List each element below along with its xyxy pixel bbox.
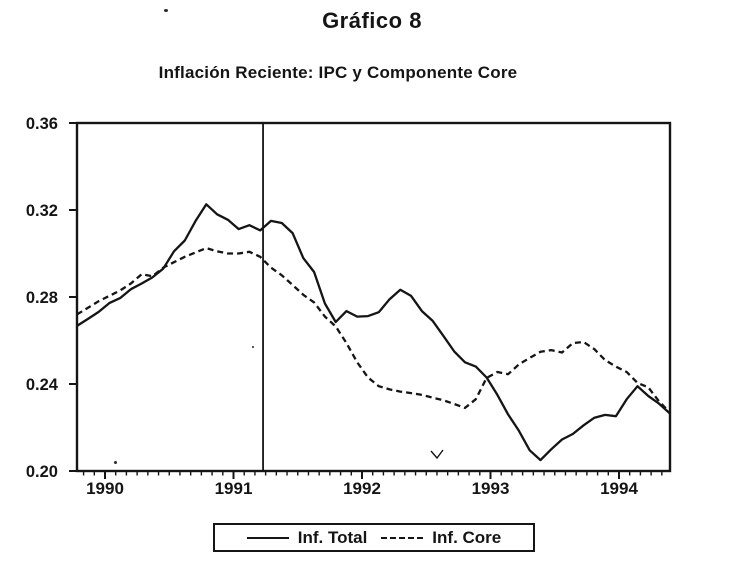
x-tick-label: 1994 — [600, 479, 638, 498]
y-tick-label: 0.28 — [26, 289, 58, 307]
chart-subtitle: Inflación Reciente: IPC y Componente Cor… — [158, 63, 518, 82]
legend-item-inf-total: Inf. Total — [246, 527, 368, 548]
plot-frame — [75, 121, 672, 473]
y-tick-label: 0.32 — [26, 202, 58, 220]
scan-speck — [252, 346, 254, 348]
scan-artifact-v — [430, 449, 444, 460]
dashed-line-swatch — [381, 536, 424, 539]
y-tick-label: 0.36 — [26, 115, 58, 133]
figure-title: Gráfico 8 — [322, 8, 422, 33]
y-tick-label: 0.20 — [26, 463, 58, 481]
x-tick-label: 1991 — [215, 479, 253, 498]
chart-legend: Inf. Total Inf. Core — [213, 523, 535, 552]
scan-speck — [164, 9, 168, 12]
series-line-inf-total — [76, 203, 671, 462]
solid-line-swatch — [246, 536, 289, 539]
x-tick-label: 1993 — [472, 479, 510, 498]
y-tick-label: 0.24 — [26, 376, 59, 394]
x-tick-label: 1990 — [86, 479, 124, 498]
legend-label-inf-total: Inf. Total — [297, 527, 368, 547]
series-line-inf-core — [76, 246, 671, 414]
scan-speck — [114, 461, 117, 464]
x-tick-label: 1992 — [343, 479, 381, 498]
legend-label-inf-core: Inf. Core — [432, 527, 502, 547]
legend-item-inf-core: Inf. Core — [381, 528, 501, 548]
